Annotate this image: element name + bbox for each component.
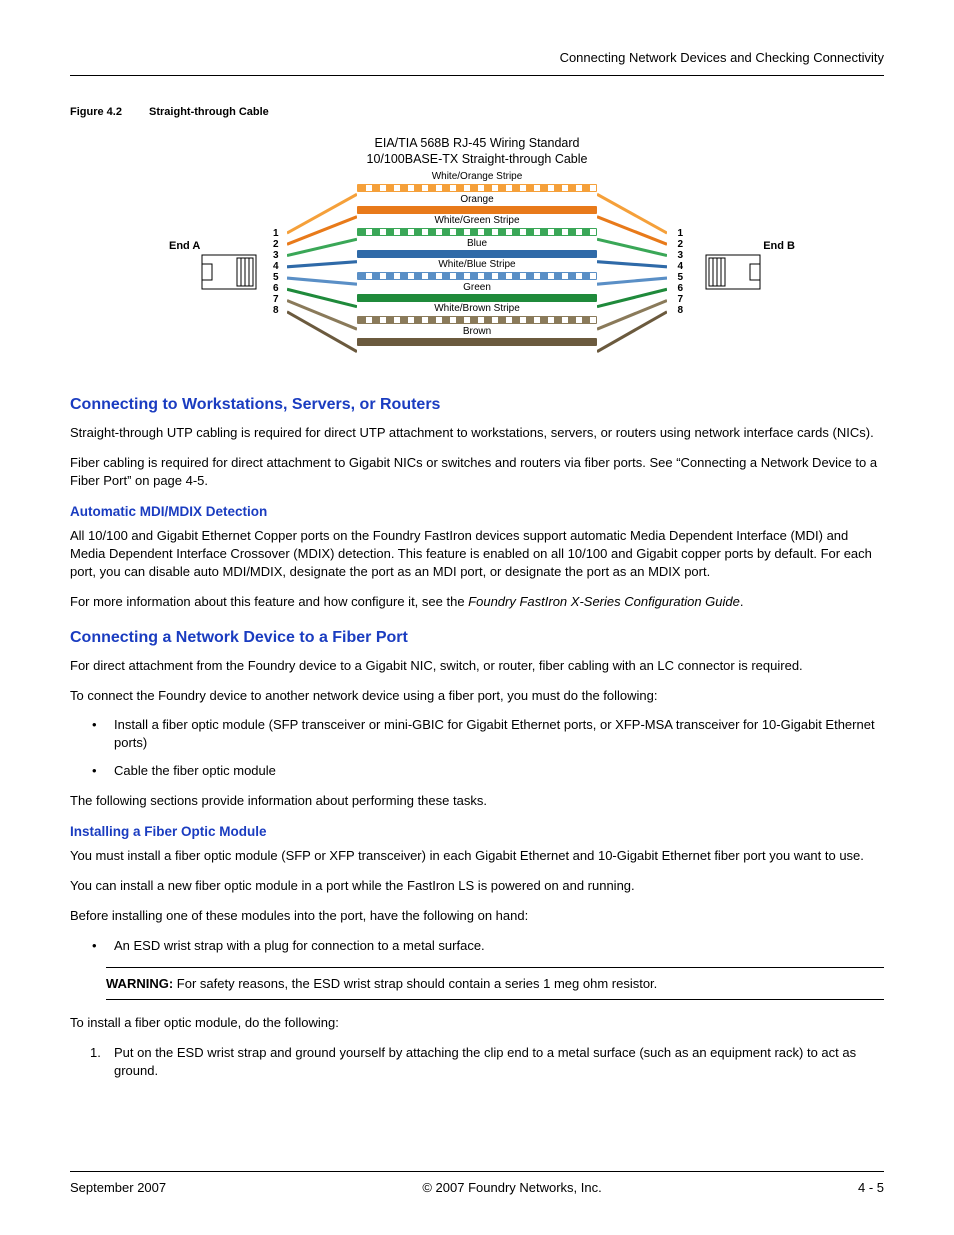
list-item: Cable the fiber optic module	[70, 762, 884, 780]
pin-number: 6	[273, 283, 279, 294]
end-b-label: End B	[763, 240, 795, 252]
heading-fiber-port: Connecting a Network Device to a Fiber P…	[70, 629, 884, 647]
wire: White/Orange Stripe	[357, 184, 597, 192]
wire-label: White/Blue Stripe	[435, 259, 518, 270]
pin-numbers-right: 12345678	[677, 228, 683, 316]
warning-block: WARNING: For safety reasons, the ESD wri…	[106, 967, 884, 1000]
pin-number: 1	[273, 228, 279, 239]
pin-number: 2	[273, 239, 279, 250]
pin-numbers-left: 12345678	[273, 228, 279, 316]
fan-right	[597, 184, 667, 368]
heading-mdi-mdix: Automatic MDI/MDIX Detection	[70, 504, 884, 519]
paragraph: For more information about this feature …	[70, 593, 884, 611]
heading-connecting-workstations: Connecting to Workstations, Servers, or …	[70, 396, 884, 414]
paragraph: The following sections provide informati…	[70, 792, 884, 810]
wire: White/Blue Stripe	[357, 272, 597, 280]
paragraph: To install a fiber optic module, do the …	[70, 1014, 884, 1032]
footer-copyright: © 2007 Foundry Networks, Inc.	[422, 1180, 601, 1195]
connector-b-icon	[705, 254, 761, 290]
bullet-list: An ESD wrist strap with a plug for conne…	[70, 937, 884, 955]
wire: White/Green Stripe	[357, 228, 597, 236]
pin-number: 8	[273, 305, 279, 316]
wire: White/Brown Stripe	[357, 316, 597, 324]
running-header: Connecting Network Devices and Checking …	[70, 50, 884, 76]
pin-number: 4	[677, 261, 683, 272]
paragraph: You must install a fiber optic module (S…	[70, 847, 884, 865]
text: .	[740, 594, 744, 609]
paragraph: Fiber cabling is required for direct att…	[70, 454, 884, 490]
wire-label: Green	[460, 282, 494, 293]
footer-date: September 2007	[70, 1180, 166, 1195]
end-a-label: End A	[169, 240, 200, 252]
wire-label: White/Orange Stripe	[429, 171, 526, 182]
wire-label: White/Green Stripe	[431, 215, 522, 226]
warning-label: WARNING:	[106, 976, 173, 991]
wire: Brown	[357, 338, 597, 346]
footer-page: 4 - 5	[858, 1180, 884, 1195]
pin-number: 3	[273, 250, 279, 261]
pin-number: 2	[677, 239, 683, 250]
wire: Blue	[357, 250, 597, 258]
wire-label: Blue	[464, 238, 490, 249]
pin-number: 5	[677, 272, 683, 283]
pin-number: 1	[677, 228, 683, 239]
wire: Green	[357, 294, 597, 302]
paragraph: All 10/100 and Gigabit Ethernet Copper p…	[70, 527, 884, 581]
pin-number: 5	[273, 272, 279, 283]
paragraph: You can install a new fiber optic module…	[70, 877, 884, 895]
cable-diagram-wrap: EIA/TIA 568B RJ-45 Wiring Standard 10/10…	[70, 136, 884, 368]
pin-number: 7	[273, 294, 279, 305]
warning-text: For safety reasons, the ESD wrist strap …	[173, 976, 657, 991]
diagram-title-1: EIA/TIA 568B RJ-45 Wiring Standard	[70, 136, 884, 150]
list-item: An ESD wrist strap with a plug for conne…	[70, 937, 884, 955]
pin-number: 3	[677, 250, 683, 261]
fan-left	[287, 184, 357, 368]
paragraph: To connect the Foundry device to another…	[70, 687, 884, 705]
wire: Orange	[357, 206, 597, 214]
text: For more information about this feature …	[70, 594, 468, 609]
wire-stack: White/Orange StripeOrangeWhite/Green Str…	[357, 184, 597, 360]
pin-number: 8	[677, 305, 683, 316]
step-list: Put on the ESD wrist strap and ground yo…	[70, 1044, 884, 1080]
reference-title: Foundry FastIron X-Series Configuration …	[468, 594, 740, 609]
running-title: Connecting Network Devices and Checking …	[560, 50, 884, 65]
connector-a-icon	[201, 254, 257, 290]
paragraph: Before installing one of these modules i…	[70, 907, 884, 925]
page-footer: September 2007 © 2007 Foundry Networks, …	[70, 1171, 884, 1195]
bullet-list: Install a fiber optic module (SFP transc…	[70, 716, 884, 780]
cable-diagram: End A End B 12345678 12345678	[197, 178, 757, 368]
diagram-title-2: 10/100BASE-TX Straight-through Cable	[70, 152, 884, 166]
wire-label: Brown	[460, 326, 494, 337]
pin-number: 4	[273, 261, 279, 272]
paragraph: For direct attachment from the Foundry d…	[70, 657, 884, 675]
figure-number: Figure 4.2	[70, 106, 122, 118]
heading-install-module: Installing a Fiber Optic Module	[70, 824, 884, 839]
pin-number: 7	[677, 294, 683, 305]
wire-label: Orange	[457, 194, 496, 205]
list-item: Put on the ESD wrist strap and ground yo…	[70, 1044, 884, 1080]
figure-title: Straight-through Cable	[149, 106, 269, 118]
pin-number: 6	[677, 283, 683, 294]
paragraph: Straight-through UTP cabling is required…	[70, 424, 884, 442]
wire-label: White/Brown Stripe	[431, 303, 523, 314]
figure-caption: Figure 4.2 Straight-through Cable	[70, 106, 884, 118]
list-item: Install a fiber optic module (SFP transc…	[70, 716, 884, 752]
